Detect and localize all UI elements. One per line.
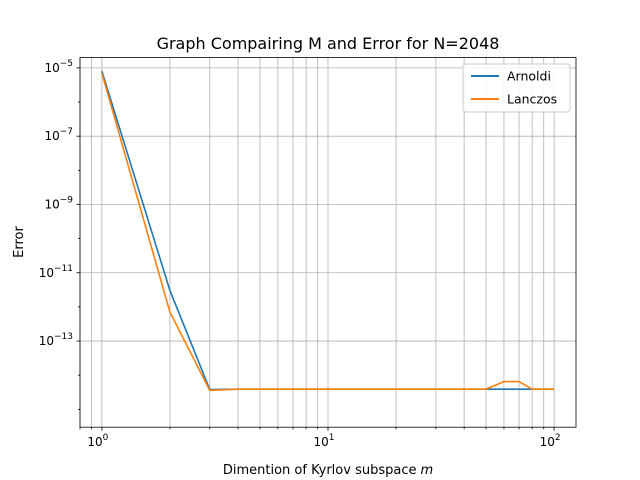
- series-line-lanczos: [101, 72, 555, 392]
- x-tick-base: 10: [540, 435, 555, 449]
- y-tick-exponent: −13: [54, 332, 73, 342]
- x-tick-label: 100: [87, 433, 108, 449]
- chart-title: Graph Compairing M and Error for N=2048: [157, 34, 500, 53]
- y-tick-label: 10−11: [39, 264, 73, 280]
- y-tick-label: 10−9: [44, 195, 73, 211]
- x-axis-label-variable: m: [420, 463, 433, 478]
- x-axis-label: Dimention of Kyrlov subspace m: [223, 463, 433, 478]
- y-tick-base: 10: [44, 197, 59, 211]
- y-tick-label: 10−13: [39, 332, 73, 348]
- x-tick-base: 10: [313, 435, 328, 449]
- x-tick-label: 102: [540, 433, 561, 449]
- x-axis-label-text: Dimention of Kyrlov subspace: [223, 463, 417, 478]
- y-tick-base: 10: [44, 129, 59, 143]
- y-tick-base: 10: [44, 61, 59, 75]
- legend-label-arnoldi: Arnoldi: [507, 69, 551, 84]
- y-axis-label: Error: [12, 226, 27, 258]
- x-tick-exponent: 1: [329, 433, 335, 443]
- x-tick-exponent: 2: [555, 433, 561, 443]
- y-tick-base: 10: [39, 266, 54, 280]
- y-tick-exponent: −9: [60, 195, 74, 205]
- series-lines: [101, 70, 555, 392]
- y-tick-exponent: −11: [54, 264, 73, 274]
- x-tick-base: 10: [87, 435, 102, 449]
- x-tick-exponent: 0: [103, 433, 109, 443]
- legend: Arnoldi Lanczos: [462, 63, 571, 113]
- y-tick-exponent: −5: [60, 59, 73, 69]
- y-tick-label: 10−7: [44, 127, 73, 143]
- x-tick-label: 101: [313, 433, 334, 449]
- y-tick-label: 10−5: [44, 59, 73, 75]
- x-axis-ticks: 100 101 102: [79, 427, 561, 449]
- y-tick-exponent: −7: [60, 127, 73, 137]
- y-tick-base: 10: [39, 334, 54, 348]
- legend-label-lanczos: Lanczos: [507, 92, 557, 107]
